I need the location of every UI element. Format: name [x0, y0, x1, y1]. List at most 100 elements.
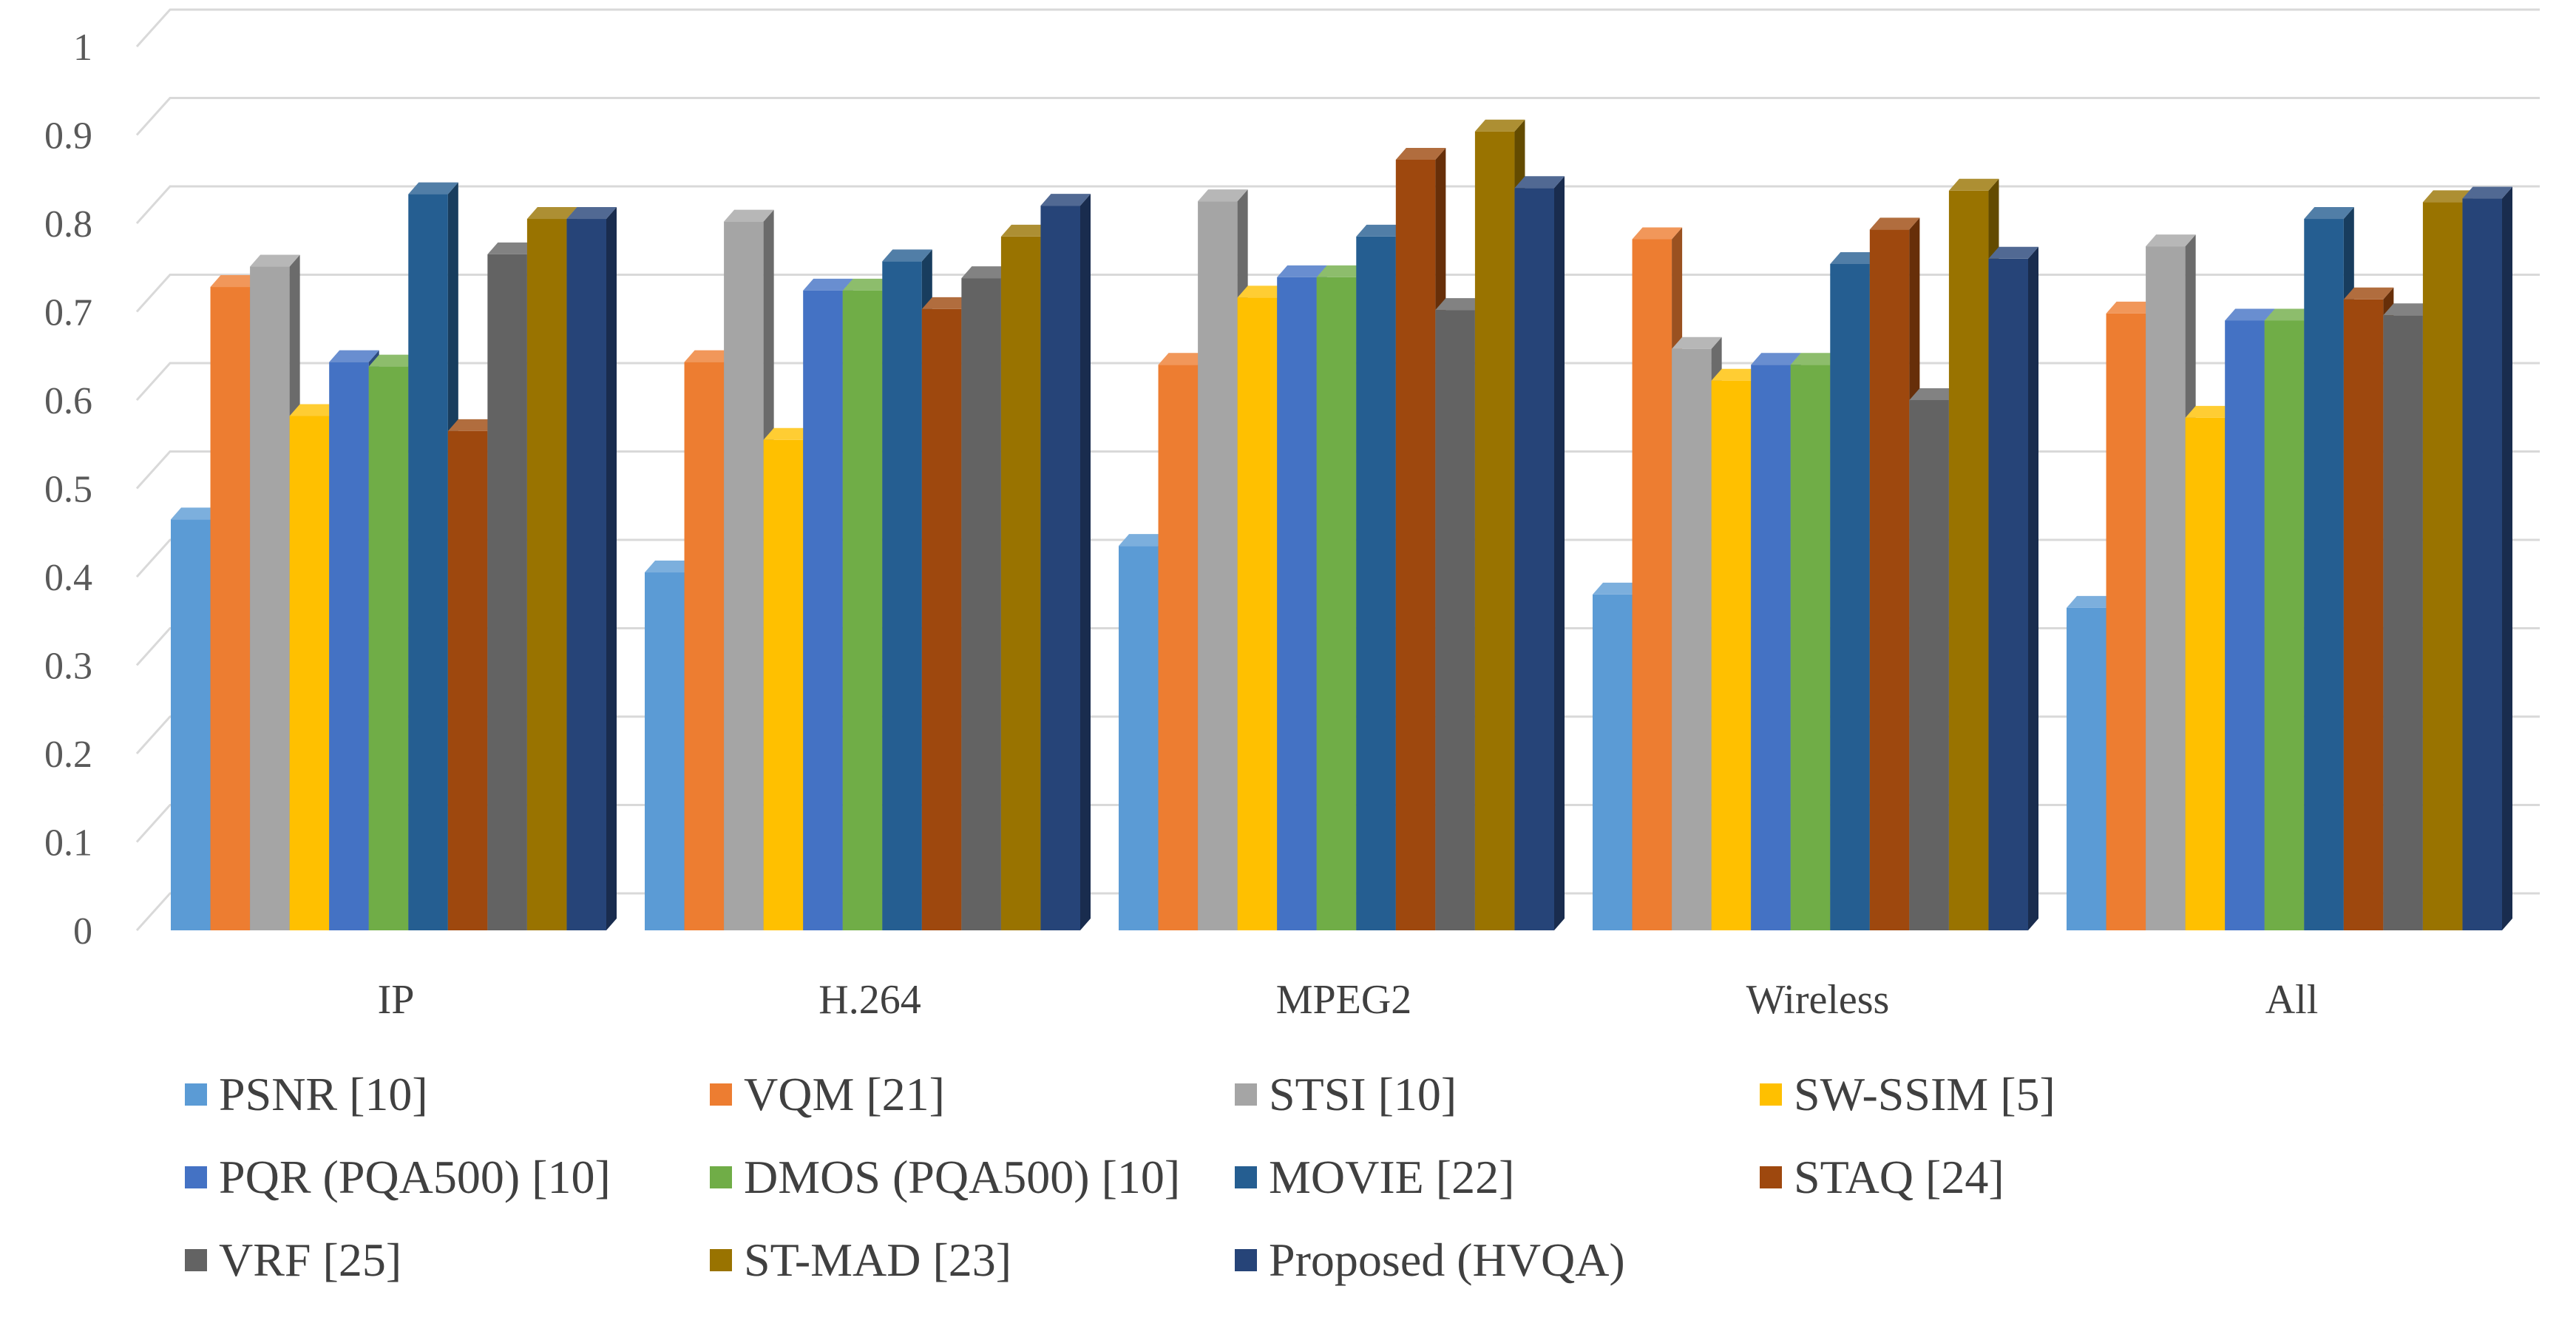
x-axis: IP H.264 MPEG2 Wireless All [378, 977, 2319, 1023]
y-tick-label: 0.5 [44, 469, 92, 511]
y-tick-label: 1 [73, 27, 92, 69]
bar-top [1711, 368, 1762, 381]
bar-top [1316, 265, 1367, 277]
legend-swatch [185, 1083, 207, 1106]
legend: PSNR [10] VQM [21] STSI [10] SW-SSIM [5] PQR… [185, 1061, 2551, 1293]
bar-top [2383, 303, 2433, 316]
bar-top [1948, 178, 1999, 191]
bar-top [684, 350, 735, 362]
x-tick-label: MPEG2 [1276, 977, 1412, 1023]
bar-top [882, 249, 932, 262]
bar-front [1632, 239, 1672, 930]
legend-label: STAQ [24] [1794, 1151, 2004, 1203]
legend-swatch [185, 1249, 207, 1271]
bar-front [408, 194, 448, 930]
bar-top [447, 419, 498, 431]
bar-top [1632, 227, 1683, 240]
legend-item: PQR (PQA500) [10] [185, 1144, 710, 1211]
legend-swatch [185, 1166, 207, 1188]
bar-front [1000, 236, 1041, 930]
y-tick-label: 0 [73, 910, 92, 953]
bar-front [2067, 607, 2106, 930]
bar-front [368, 366, 409, 931]
x-tick-label: H.264 [818, 977, 921, 1023]
bar-front [1395, 159, 1436, 931]
legend-label: ST-MAD [23] [744, 1234, 1012, 1286]
legend-item: ST-MAD [23] [710, 1227, 1235, 1293]
y-axis: 0 0.1 0.2 0.3 0.4 0.5 0.6 0.7 0.8 0.9 1 [44, 27, 92, 953]
y-tick-label: 0.9 [44, 115, 92, 158]
bar-top [2225, 308, 2275, 321]
bar-top [1198, 189, 1248, 202]
bar-front [250, 266, 290, 930]
legend-item: VRF [25] [185, 1227, 710, 1293]
legend-item: PSNR [10] [185, 1061, 710, 1128]
bar-front [1119, 546, 1159, 930]
bar-front [763, 439, 804, 930]
bar-top [1435, 298, 1485, 311]
bar-front [1040, 206, 1080, 931]
bar-top [2067, 595, 2117, 608]
legend-item: STAQ [24] [1760, 1144, 2285, 1211]
bar-top [1672, 336, 1722, 349]
gridline [135, 97, 2540, 136]
bar-top [1514, 176, 1565, 189]
bar [1869, 217, 1920, 930]
bar-front [684, 362, 725, 930]
bar-front [1474, 131, 1515, 931]
legend-swatch [1235, 1249, 1257, 1271]
y-tick-label: 0.2 [44, 734, 92, 776]
bar-top [1040, 194, 1091, 206]
legend-swatch [710, 1249, 732, 1271]
bar-front [882, 261, 922, 930]
gridline [135, 274, 2540, 313]
bar-front [2264, 320, 2305, 930]
legend-swatch [1760, 1083, 1782, 1106]
legend-label: STSI [10] [1269, 1068, 1457, 1120]
y-tick-label: 0.8 [44, 203, 92, 246]
bar-front [921, 308, 962, 930]
bar-top [250, 254, 300, 267]
bar-front [1593, 594, 1633, 930]
bar [1040, 194, 1091, 931]
bar-front [1316, 277, 1357, 930]
legend-item: VQM [21] [710, 1061, 1235, 1128]
bar-top [2146, 234, 2196, 247]
bar-top [368, 354, 419, 367]
bar-front [645, 572, 685, 930]
bar-side [2028, 246, 2038, 930]
bar-top [1869, 217, 1920, 230]
bar-top [763, 427, 814, 440]
bar-top [2422, 190, 2473, 203]
bar-top [1751, 353, 1801, 365]
x-tick-label: Wireless [1746, 977, 1890, 1023]
bar-front [171, 519, 211, 930]
bar-top [1909, 388, 1959, 400]
bar-front [1790, 365, 1831, 930]
bar-front [2146, 246, 2186, 930]
y-tick-label: 0.3 [44, 646, 92, 688]
bar-top [1237, 285, 1288, 298]
legend-label: MOVIE [22] [1269, 1151, 1515, 1203]
x-tick-label: IP [378, 977, 415, 1023]
bar-front [961, 278, 1001, 931]
bar-front [1711, 380, 1752, 930]
bar-front [2185, 417, 2226, 930]
bar-front [1869, 229, 1910, 930]
legend-item: Proposed (HVQA) [1235, 1227, 1760, 1293]
gridline [135, 8, 2540, 48]
bar-front [487, 254, 527, 930]
bar-top [171, 507, 221, 520]
bar-front [289, 416, 330, 930]
bar-top [1593, 582, 1643, 595]
bar-front [447, 430, 488, 930]
bar [566, 207, 617, 930]
legend-label: PQR (PQA500) [10] [219, 1151, 611, 1203]
y-tick-label: 0.4 [44, 557, 92, 599]
legend-swatch [1235, 1083, 1257, 1106]
bar-front [526, 219, 567, 930]
bar-front [2225, 320, 2265, 930]
legend-swatch [710, 1083, 732, 1106]
bar-front [1830, 263, 1870, 931]
bar-front [1237, 297, 1278, 930]
